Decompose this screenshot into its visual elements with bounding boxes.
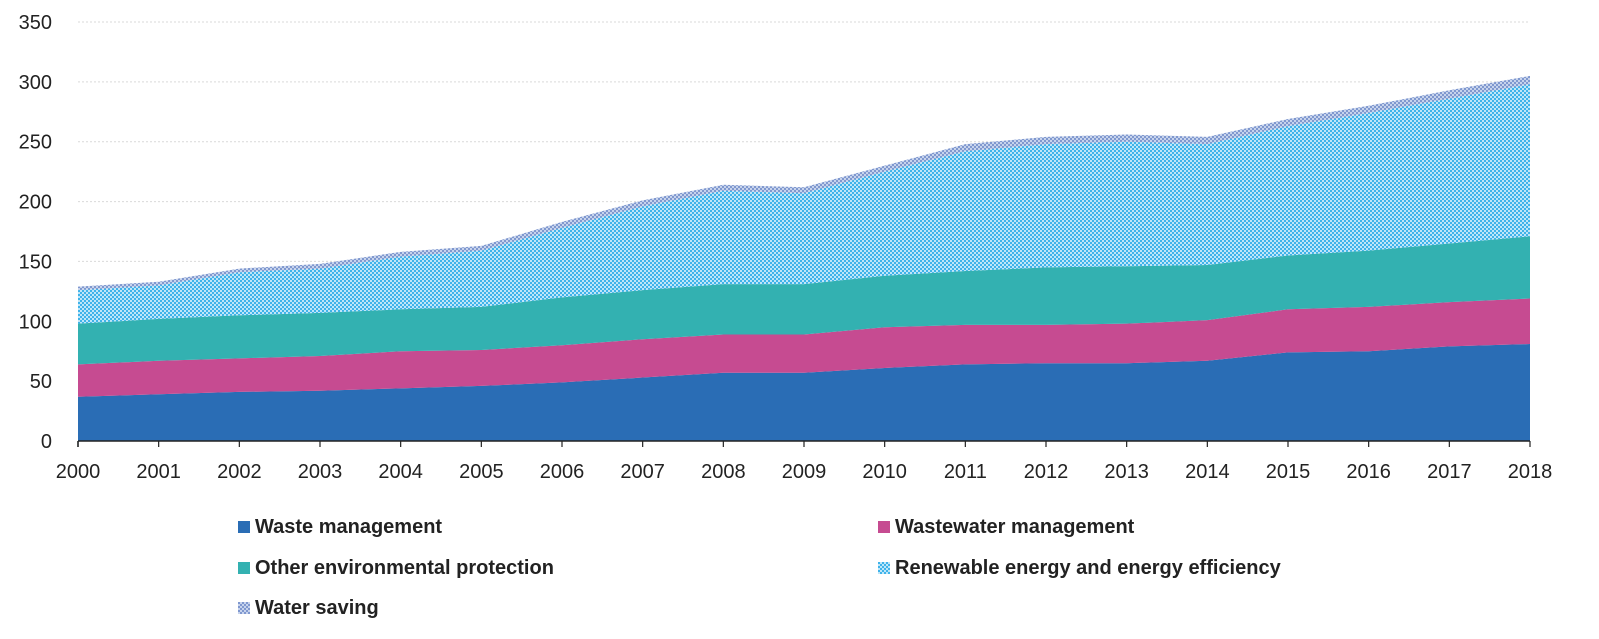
area-waste-management (78, 344, 1530, 441)
y-tick-label: 350 (19, 12, 52, 34)
x-tick-label: 2017 (1427, 461, 1472, 483)
legend-swatch (878, 521, 890, 533)
y-tick-label: 300 (19, 72, 52, 94)
x-tick-label: 2011 (944, 461, 987, 483)
legend-swatch (238, 602, 250, 614)
y-tick-label: 50 (30, 371, 52, 393)
x-tick-label: 2004 (378, 461, 423, 483)
legend-swatch (238, 521, 250, 533)
area-other-environmental-protection (78, 236, 1530, 365)
x-tick-label: 2018 (1508, 461, 1553, 483)
x-tick-label: 2005 (459, 461, 504, 483)
axes: 0 50 100 150 200 250 300 350 2000 2001 2002 2003 200… (19, 12, 1553, 483)
area-wastewater-management (78, 298, 1530, 397)
x-tick-label: 2016 (1346, 461, 1391, 483)
x-tick-label: 2008 (701, 461, 746, 483)
x-tick-label: 2009 (782, 461, 827, 483)
x-tick-label: 2006 (540, 461, 585, 483)
y-tick-label: 0 (41, 431, 52, 453)
x-tick-label: 2007 (620, 461, 665, 483)
legend-label: Waste management (255, 516, 442, 538)
x-tick-label: 2012 (1024, 461, 1069, 483)
x-tick-label: 2001 (136, 461, 181, 483)
area-series (78, 75, 1530, 441)
legend: Waste management Wastewater management Oth… (238, 516, 1282, 619)
legend-label: Water saving (255, 597, 379, 619)
legend-swatch (878, 562, 890, 574)
legend-label: Wastewater management (895, 516, 1135, 538)
x-tick-label: 2014 (1185, 461, 1230, 483)
area-renewable-energy-and-energy-efficiency (78, 84, 1530, 324)
x-tick-label: 2010 (862, 461, 907, 483)
y-tick-label: 100 (19, 311, 52, 333)
x-tick-label: 2013 (1104, 461, 1149, 483)
y-tick-label: 150 (19, 251, 52, 273)
y-tick-label: 250 (19, 132, 52, 154)
x-tick-label: 2015 (1266, 461, 1311, 483)
legend-label: Other environmental protection (255, 557, 554, 579)
x-tick-label: 2003 (298, 461, 343, 483)
legend-swatch (238, 562, 250, 574)
legend-label: Renewable energy and energy efficiency (895, 557, 1282, 579)
y-tick-label: 200 (19, 192, 52, 214)
x-tick-label: 2002 (217, 461, 262, 483)
x-tick-label: 2000 (56, 461, 101, 483)
